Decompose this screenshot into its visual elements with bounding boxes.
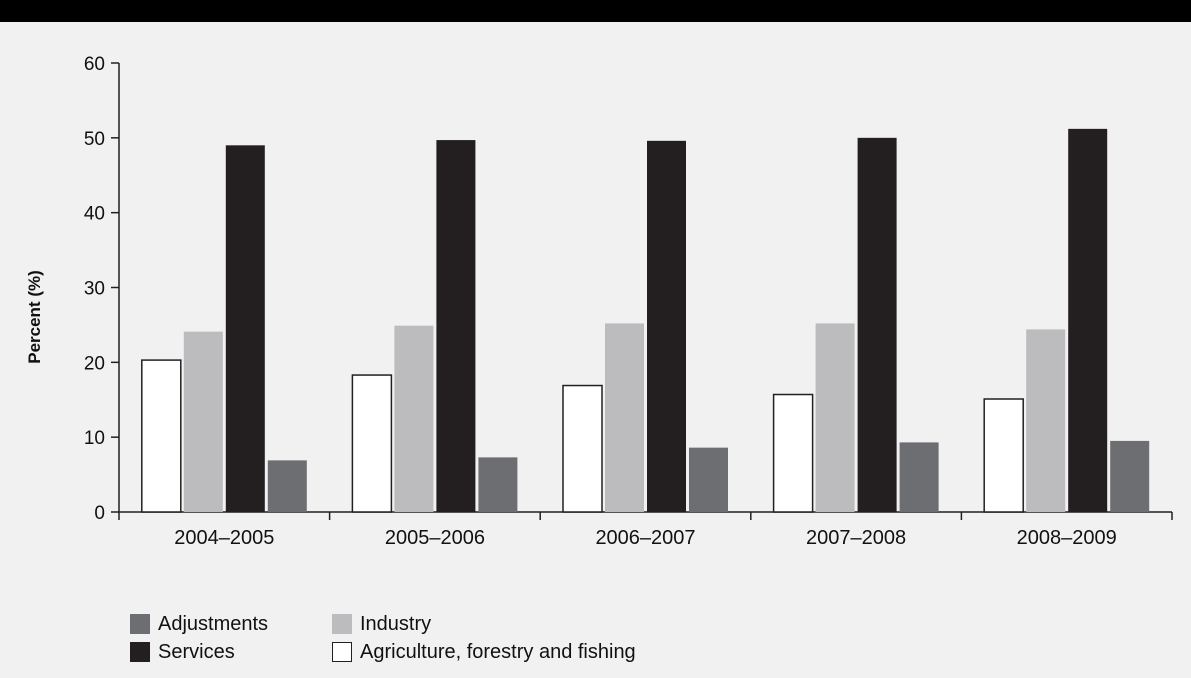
top-black-bar (0, 0, 1191, 22)
y-tick-label: 40 (84, 204, 105, 225)
bar-agriculture-2 (562, 384, 603, 513)
bar-agriculture-0 (141, 359, 182, 513)
bar-services-3 (857, 137, 897, 512)
x-axis: 2004–2005 2005–2006 2006–2007 2007–2008 2008… (118, 511, 1173, 549)
legend-item-services: Services (130, 641, 235, 663)
legend-label-industry: Industry (360, 612, 432, 635)
y-axis: 0 10 20 30 40 50 60 (84, 54, 120, 524)
bar-services-1 (436, 140, 476, 512)
bar-adjustments-4 (1110, 440, 1150, 512)
bar-adjustments-2 (689, 447, 728, 512)
bar-chart: 0 10 20 30 40 50 60 2004–2005 2005–2006 2006–200… (84, 54, 1173, 549)
legend-swatch-industry (332, 614, 352, 634)
legend-item-industry: Industry (332, 613, 431, 635)
legend: Adjustments Industry Services Agricultur… (130, 608, 750, 678)
bar-industry-4 (1026, 329, 1066, 512)
x-tick-label: 2004–2005 (174, 527, 274, 549)
x-tick-label: 2007–2008 (806, 527, 906, 549)
y-tick-label: 10 (84, 428, 105, 449)
y-axis-title: Percent (%) (25, 270, 44, 364)
bar-services-2 (647, 140, 686, 512)
bar-agriculture-3 (772, 393, 814, 513)
x-tick-label: 2006–2007 (595, 527, 695, 549)
bar-adjustments-0 (267, 460, 307, 512)
y-tick-label: 0 (94, 503, 105, 524)
legend-item-agriculture: Agriculture, forestry and fishing (332, 641, 636, 663)
y-tick-label: 50 (84, 129, 105, 150)
legend-label-agriculture: Agriculture, forestry and fishing (360, 640, 636, 663)
bar-industry-1 (394, 325, 434, 512)
bar-services-0 (225, 145, 265, 513)
bar-adjustments-1 (478, 457, 518, 512)
bar-industry-0 (183, 331, 223, 512)
legend-label-services: Services (158, 640, 235, 663)
legend-swatch-agriculture (332, 642, 352, 662)
bar-services-4 (1068, 128, 1108, 512)
bar-industry-3 (815, 323, 855, 512)
y-tick-label: 30 (84, 279, 105, 300)
legend-item-adjustments: Adjustments (130, 613, 268, 635)
y-tick-label: 60 (84, 54, 105, 75)
legend-swatch-services (130, 642, 150, 662)
bar-adjustments-3 (899, 442, 939, 512)
x-tick-label: 2008–2009 (1017, 527, 1117, 549)
y-axis-title-wrap: Percent (%) (25, 270, 65, 364)
y-tick-label: 20 (84, 353, 105, 374)
bar-agriculture-4 (983, 398, 1024, 513)
chart-canvas: 0 10 20 30 40 50 60 2004–2005 2005–2006 2006–200… (0, 22, 1191, 669)
x-tick-label: 2005–2006 (385, 527, 485, 549)
legend-label-adjustments: Adjustments (158, 612, 269, 635)
bar-industry-2 (605, 323, 644, 512)
legend-swatch-adjustments (130, 614, 150, 634)
bars-group (141, 128, 1150, 513)
bar-agriculture-1 (351, 374, 393, 513)
